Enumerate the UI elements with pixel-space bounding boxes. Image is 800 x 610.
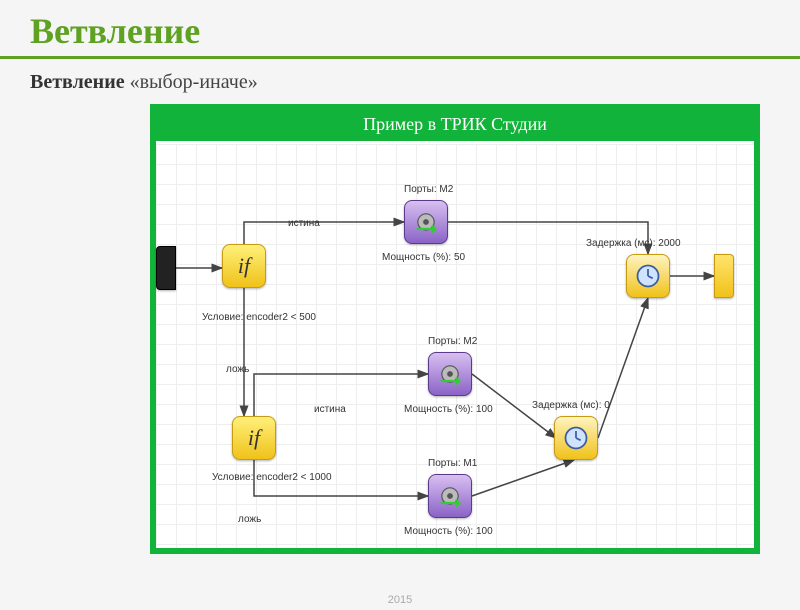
timer-node-2[interactable] <box>554 416 598 460</box>
label-condition-2: Условие: encoder2 < 1000 <box>212 472 332 483</box>
if-node-2[interactable]: if <box>232 416 276 460</box>
label-true-2: истина <box>314 404 346 415</box>
motor-node-3[interactable] <box>428 474 472 518</box>
if-node-1[interactable]: if <box>222 244 266 288</box>
label-ports-m2-b: Порты: M2 <box>428 336 477 347</box>
label-power-50: Мощность (%): 50 <box>382 252 465 263</box>
motor-node-1[interactable] <box>404 200 448 244</box>
clock-icon <box>562 424 590 452</box>
label-delay-2000: Задержка (мс): 2000 <box>586 238 681 249</box>
label-false-1: ложь <box>226 364 249 375</box>
footer-year: 2015 <box>388 594 412 606</box>
if-glyph: if <box>248 425 260 451</box>
label-false-2: ложь <box>238 514 261 525</box>
diagram-canvas: if if Порты: M2 Мощность (%): 50 Задержк… <box>156 144 754 548</box>
title-underline <box>0 56 800 59</box>
page-subtitle: Ветвление «выбор-иначе» <box>30 71 800 94</box>
label-true-1: истина <box>288 218 320 229</box>
label-ports-m1: Порты: M1 <box>428 458 477 469</box>
gear-icon <box>436 360 464 388</box>
timer-node-1[interactable] <box>626 254 670 298</box>
if-glyph: if <box>238 253 250 279</box>
end-node[interactable] <box>714 254 734 298</box>
label-condition-1: Условие: encoder2 < 500 <box>202 312 316 323</box>
label-power-100b: Мощность (%): 100 <box>404 526 493 537</box>
label-power-100a: Мощность (%): 100 <box>404 404 493 415</box>
clock-icon <box>634 262 662 290</box>
subtitle-bold: Ветвление <box>30 71 125 93</box>
gear-icon <box>412 208 440 236</box>
diagram-title: Пример в ТРИК Студии <box>156 110 754 141</box>
diagram-frame: Пример в ТРИК Студии if if <box>150 104 760 554</box>
subtitle-rest: «выбор-иначе» <box>125 71 258 93</box>
label-delay-0: Задержка (мс): 0 <box>532 400 610 411</box>
start-node[interactable] <box>156 246 176 290</box>
gear-icon <box>436 482 464 510</box>
label-ports-m2-a: Порты: M2 <box>404 184 453 195</box>
page-title: Ветвление <box>30 10 800 52</box>
motor-node-2[interactable] <box>428 352 472 396</box>
